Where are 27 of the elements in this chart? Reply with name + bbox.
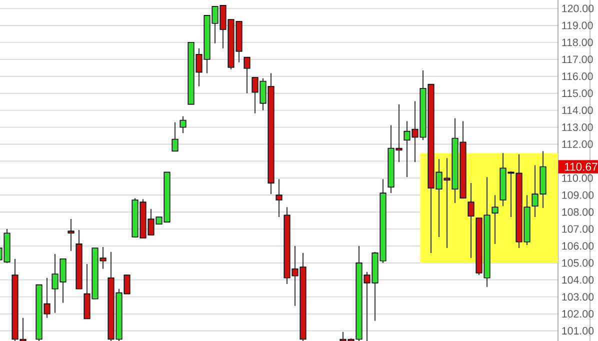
- candlestick: [68, 218, 74, 252]
- y-tick-label: 105.00: [562, 259, 594, 267]
- y-tick-label: 102.00: [562, 310, 594, 318]
- text: 110.67: [564, 162, 598, 171]
- y-tick-label: 108.00: [562, 208, 594, 216]
- y-tick-label: 112.00: [562, 140, 593, 148]
- candlestick: [244, 56, 250, 94]
- y-tick-label: 110.00: [562, 174, 593, 182]
- candlestick: [492, 194, 498, 244]
- candlestick: [180, 116, 186, 134]
- candlestick: [172, 122, 178, 152]
- y-tick-label: 103.00: [562, 293, 594, 301]
- y-tick-label: 117.00: [562, 56, 593, 64]
- y-tick-label: 114.00: [562, 106, 593, 114]
- y-tick-label: 104.00: [562, 276, 594, 284]
- y-tick-label: 120.00: [562, 4, 594, 12]
- y-tick-label: 101.00: [562, 327, 594, 335]
- y-tick-label: 116.00: [562, 72, 593, 80]
- y-tick-label: 118.00: [562, 38, 593, 46]
- y-tick-label: 107.00: [562, 225, 594, 233]
- candlestick: [468, 182, 474, 258]
- y-tick-label: 113.00: [562, 123, 593, 131]
- candlestick: [276, 178, 282, 218]
- y-tick-label: 115.00: [562, 90, 593, 98]
- y-tick-label: 119.00: [562, 22, 593, 30]
- y-tick-label: 109.00: [562, 191, 594, 199]
- y-tick-label: 106.00: [562, 242, 594, 250]
